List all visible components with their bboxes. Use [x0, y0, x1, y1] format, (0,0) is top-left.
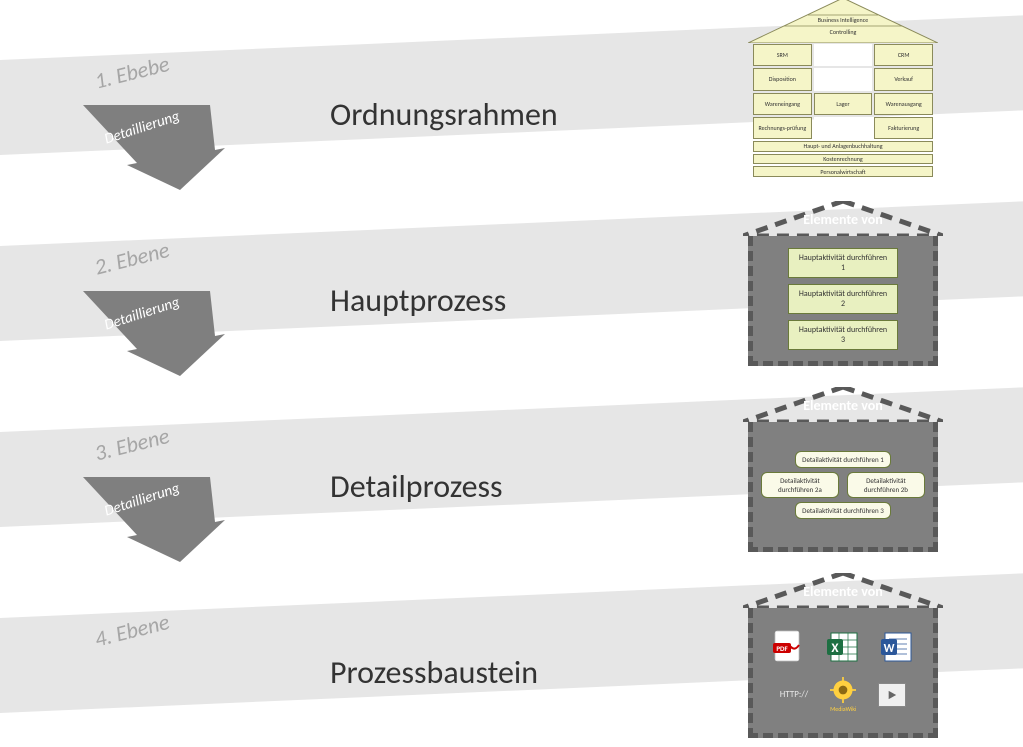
hbox: Warenausgang — [874, 93, 933, 115]
hbox: Disposition — [753, 68, 812, 90]
detail-mid-a: Detailaktivität durchführen 2a — [761, 472, 839, 498]
detail-arrow-2: Detaillierung — [75, 291, 225, 376]
mediawiki-icon: MediaWiki — [826, 677, 860, 713]
detail-mid-b: Detailaktivität durchführen 2b — [847, 472, 925, 498]
hbox-wide: Personalwirtschaft — [753, 166, 933, 177]
hbox: Rechnungs-prüfung — [753, 117, 812, 139]
level-3-row: 3. Ebene Detailprozess Detaillierung Ele… — [0, 372, 1023, 557]
detail-bottom: Detailaktivität durchführen 3 — [795, 502, 891, 519]
level-3-title: Detailprozess — [330, 467, 503, 506]
excel-icon: X — [825, 629, 861, 665]
hbox-wide: Haupt- und Anlagenbuchhaltung — [753, 141, 933, 152]
detail-top: Detailaktivität durchführen 1 — [795, 451, 891, 468]
hbox: Wareneingang — [753, 93, 812, 115]
house-detailprozess: Elemente von Detailaktivität durchführen… — [743, 372, 943, 557]
video-icon — [878, 683, 906, 707]
level-1-title: Ordnungsrahmen — [330, 95, 558, 134]
word-icon: W — [879, 629, 915, 665]
hbox: Verkauf — [874, 68, 933, 90]
house-hauptprozess: Elemente von Hauptaktivität durchführen … — [743, 186, 943, 371]
hbox-wide: Kostenrechnung — [753, 154, 933, 165]
elemente-label: Elemente von — [743, 211, 943, 228]
elemente-label: Elemente von — [743, 583, 943, 600]
hbox: Lager — [814, 93, 873, 115]
svg-text:W: W — [884, 642, 895, 656]
detail-arrow-3: Detaillierung — [75, 477, 225, 562]
hbox: CRM — [874, 44, 933, 66]
level-4-title: Prozessbaustein — [330, 653, 538, 692]
svg-text:X: X — [831, 641, 839, 656]
level-2-row: 2. Ebene Hauptprozess Detaillierung Elem… — [0, 186, 1023, 371]
level-4-row: 4. Ebene Prozessbaustein Elemente von — [0, 558, 1023, 743]
level-2-title: Hauptprozess — [330, 281, 506, 320]
detail-arrow-1: Detaillierung — [75, 105, 225, 190]
http-label: HTTP:// — [780, 689, 809, 700]
activity-2: Hauptaktivität durchführen 2 — [788, 284, 898, 314]
hbox: Fakturierung — [874, 117, 933, 139]
activity-3: Hauptaktivität durchführen 3 — [788, 320, 898, 350]
pdf-icon: PDF — [771, 629, 807, 665]
house-prozessbaustein: Elemente von PDF — [743, 558, 943, 743]
activity-1: Hauptaktivität durchführen 1 — [788, 248, 898, 278]
hbox: SRM — [753, 44, 812, 66]
roof-line-1: Business Intelligence — [748, 16, 938, 24]
house-ordnungsrahmen: Business Intelligence Controlling SRM CR… — [748, 0, 938, 184]
roof-line-2: Controlling — [748, 28, 938, 36]
mediawiki-text: MediaWiki — [830, 705, 856, 713]
svg-text:PDF: PDF — [776, 644, 788, 653]
level-1-row: 1. Ebebe Ordnungsrahmen Detaillierung Bu… — [0, 0, 1023, 185]
elemente-label: Elemente von — [743, 397, 943, 414]
